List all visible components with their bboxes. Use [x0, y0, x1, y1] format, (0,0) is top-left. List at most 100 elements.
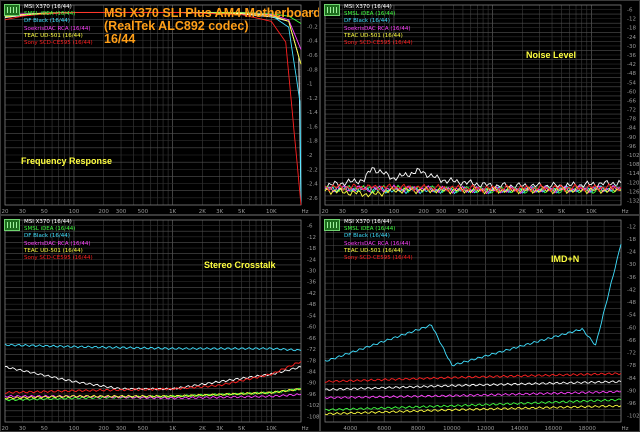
- x-tick-label: 300: [436, 209, 447, 215]
- y-tick-label: -18: [307, 246, 316, 252]
- x-tick-label: 5K: [558, 209, 565, 215]
- x-tick-label: 18000: [578, 426, 596, 432]
- panel-label-imd-n: IMD+N: [551, 254, 580, 264]
- y-tick-label: -1: [307, 82, 312, 88]
- y-tick-label: -78: [627, 363, 636, 369]
- x-tick-label: 200: [98, 426, 109, 432]
- y-tick-label: -78: [307, 358, 316, 364]
- legend-list: MSI X370 (16/44) SMSL iDEA (16/44) DF Bl…: [344, 219, 413, 262]
- legend-item: DF Black (16/44): [344, 18, 390, 25]
- y-tick-label: -18: [627, 237, 636, 243]
- series-line: [324, 398, 622, 412]
- y-tick-label: -48: [627, 300, 636, 306]
- series-line: [4, 393, 302, 400]
- y-tick-label: -12: [307, 235, 316, 241]
- legend-item: SMSL iDEA (16/44): [344, 11, 396, 18]
- grid: [4, 219, 302, 423]
- x-tick-label: Hz: [621, 209, 628, 215]
- series-line: [324, 390, 622, 400]
- x-tick-label: 5K: [238, 209, 245, 215]
- x-tick-label: 1K: [169, 209, 176, 215]
- legend-item: MSI X370 (16/44): [24, 4, 72, 10]
- y-tick-label: -60: [307, 325, 316, 331]
- x-tick-label: 300: [116, 209, 127, 215]
- y-tick-label: -96: [627, 144, 636, 150]
- plot-frame: [324, 219, 622, 423]
- x-tick-label: 20: [322, 209, 329, 215]
- series-line: [5, 366, 302, 391]
- x-tick-label: 500: [458, 209, 469, 215]
- y-tick-label: -102: [307, 403, 319, 409]
- plot-frame: [4, 219, 302, 423]
- legend-toggle-icon[interactable]: [4, 4, 20, 16]
- legend-item: Sony SCD-CE595 (16/44): [24, 254, 93, 261]
- series-line: [324, 185, 622, 198]
- x-tick-label: 8000: [411, 426, 425, 432]
- legend-item: DF Black (16/44): [344, 233, 390, 240]
- x-tick-label: Hz: [301, 426, 308, 432]
- y-tick-label: -66: [627, 338, 636, 344]
- legend-toggle-icon[interactable]: [4, 219, 20, 231]
- x-tick-label: 3K: [216, 209, 223, 215]
- x-tick-label: 10K: [266, 426, 277, 432]
- legend-item: MSI X370 (16/44): [24, 219, 72, 225]
- x-tick-label: 6000: [377, 426, 391, 432]
- y-tick-label: -78: [627, 117, 636, 123]
- legend-toggle-icon[interactable]: [324, 219, 340, 231]
- y-tick-label: -42: [627, 62, 636, 68]
- x-tick-label: 10K: [266, 209, 277, 215]
- legend-toggle-icon[interactable]: [324, 4, 340, 16]
- y-tick-label: -1.6: [307, 124, 318, 130]
- y-tick-label: -90: [627, 388, 636, 394]
- x-tick-label: 50: [41, 209, 48, 215]
- title-line-1: MSI X370 SLI Plus AM4 Motherboard: [104, 6, 320, 20]
- y-tick-label: -72: [307, 347, 316, 353]
- x-tick-label: Hz: [301, 209, 308, 215]
- grid: [4, 4, 302, 206]
- y-tick-label: -1.2: [307, 96, 318, 102]
- plot-frame: [4, 4, 302, 206]
- y-tick-label: -84: [307, 370, 316, 376]
- y-tick-label: -126: [627, 189, 640, 195]
- legend-list: MSI X370 (16/44) SMSL iDEA (16/44) DF Bl…: [24, 219, 93, 262]
- grid: [324, 219, 622, 423]
- series-line: [324, 244, 622, 367]
- y-tick-label: -66: [627, 98, 636, 104]
- y-tick-label: -102: [627, 414, 639, 420]
- y-tick-label: -30: [627, 44, 636, 50]
- y-tick-label: -1.8: [307, 139, 318, 145]
- y-tick-label: -24: [627, 35, 636, 41]
- x-tick-label: 14000: [511, 426, 529, 432]
- series-line: [4, 11, 302, 206]
- legend-item: DF Black (16/44): [24, 233, 70, 240]
- y-tick-label: -102: [627, 153, 639, 159]
- plot-frame: [324, 4, 622, 206]
- y-tick-label: -54: [627, 80, 636, 86]
- legend-item: SMSL iDEA (16/44): [344, 226, 396, 233]
- y-tick-label: -60: [627, 89, 636, 95]
- legend-list: MSI X370 (16/44) SMSL iDEA (16/44) DF Bl…: [24, 4, 93, 47]
- series-line: [324, 167, 622, 191]
- x-tick-label: 16000: [545, 426, 563, 432]
- x-tick-label: 30: [19, 209, 26, 215]
- panel-label-frequency-response: Frequency Response: [21, 156, 113, 166]
- y-tick-label: -18: [627, 26, 636, 32]
- y-tick-label: -6: [307, 224, 313, 230]
- legend-item: SoekrisDAC RCA (16/44): [24, 240, 91, 247]
- title-line-2: (RealTek ALC892 codec): [104, 19, 249, 33]
- y-tick-label: -48: [307, 302, 316, 308]
- x-tick-label: 500: [138, 209, 149, 215]
- x-tick-label: 12000: [477, 426, 495, 432]
- x-tick-label: 2K: [199, 426, 206, 432]
- y-tick-label: -84: [627, 126, 636, 132]
- y-tick-label: -30: [627, 262, 636, 268]
- y-tick-label: -54: [307, 313, 316, 319]
- stereo-crosstalk-chart: -6 -12 -18 -24 -30 -36 -42 -48 -54 -60 -66 -72 -78 -8…: [2, 219, 319, 432]
- y-tick-label: -114: [627, 171, 640, 177]
- panel-label-stereo-crosstalk: Stereo Crosstalk: [204, 260, 276, 270]
- x-tick-label: 50: [41, 426, 48, 432]
- x-tick-label: 100: [69, 209, 80, 215]
- y-tick-label: -12: [627, 224, 636, 230]
- x-tick-label: 10K: [586, 209, 597, 215]
- x-tick-label: 4000: [343, 426, 357, 432]
